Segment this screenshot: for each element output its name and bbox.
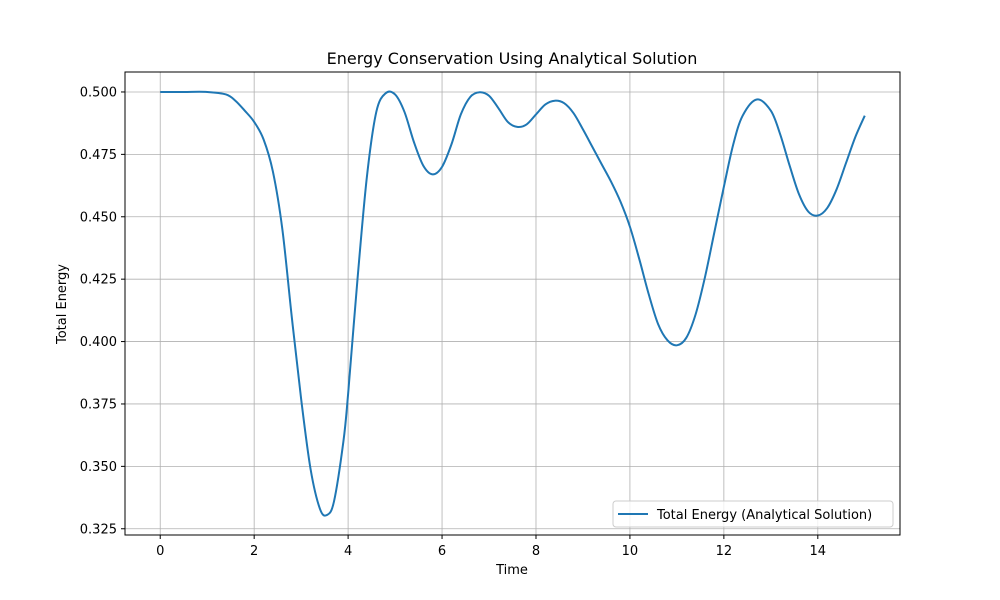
legend: Total Energy (Analytical Solution) [612,500,894,528]
x-tick-label: 0 [156,544,164,559]
x-tick-label: 10 [622,544,639,559]
series-line [160,90,866,517]
plot-frame [124,71,901,536]
y-tick-label: 0.450 [80,210,117,225]
x-tick-label: 6 [438,544,446,559]
x-tick-label: 4 [344,544,352,559]
x-tick-label: 12 [716,544,733,559]
y-tick-label: 0.350 [80,460,117,475]
y-tick-label: 0.475 [80,148,117,163]
x-tick-label: 2 [250,544,258,559]
x-tick-label: 14 [810,544,827,559]
legend-label: Total Energy (Analytical Solution) [656,508,872,523]
y-tick-label: 0.325 [80,522,117,537]
y-tick-label: 0.375 [80,397,117,412]
x-tick-label: 8 [532,544,540,559]
y-axis-label: Total Energy [55,264,70,345]
y-tick-label: 0.500 [80,85,117,100]
y-tick-label: 0.400 [80,335,117,350]
x-axis: 0 2 4 6 8 10 12 14 [156,535,826,559]
legend-box [612,500,894,528]
y-axis: 0.325 0.350 0.375 0.400 0.425 0.450 0.475 0.500 [80,85,125,537]
grid-lines [125,72,900,535]
series-lines [160,90,866,517]
chart-title: Energy Conservation Using Analytical Sol… [327,49,698,68]
y-tick-label: 0.425 [80,273,117,288]
x-axis-label: Time [495,563,528,578]
